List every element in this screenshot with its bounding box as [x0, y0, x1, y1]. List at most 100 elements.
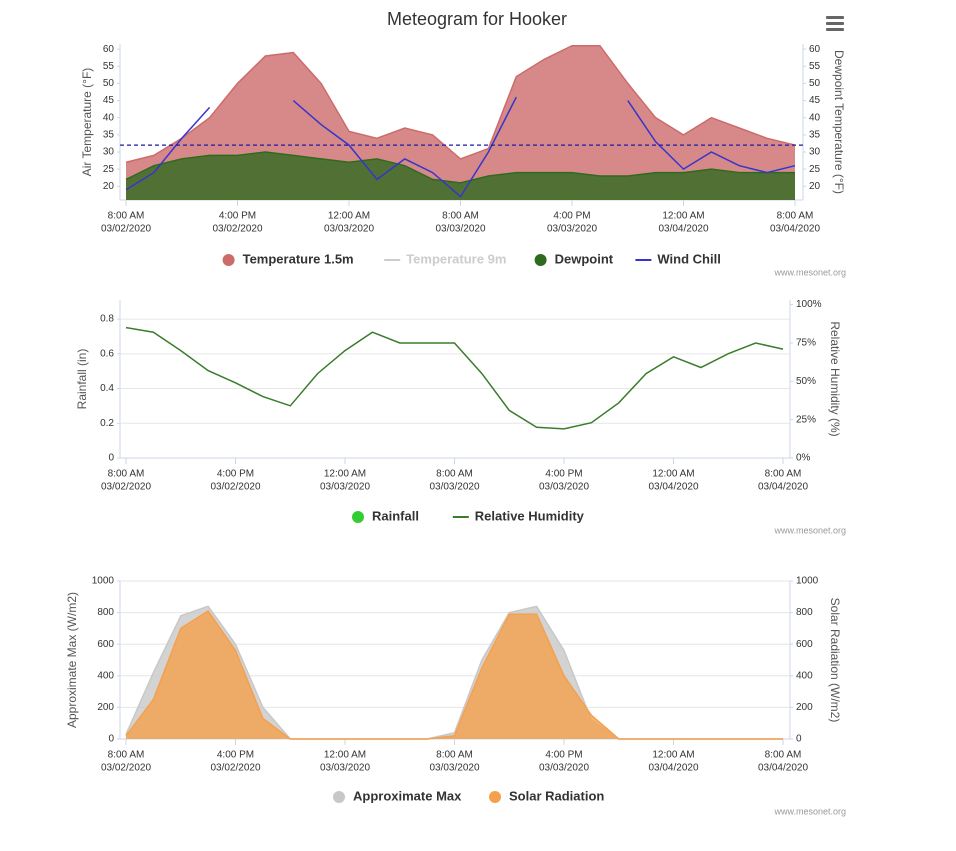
- y-tick-label: 20: [103, 181, 115, 192]
- x-tick-time: 8:00 AM: [777, 211, 814, 222]
- credits: www.mesonet.org: [773, 806, 846, 816]
- x-tick-date: 03/04/2020: [758, 763, 808, 774]
- x-tick-time: 12:00 AM: [328, 211, 370, 222]
- x-tick-time: 8:00 AM: [108, 750, 145, 761]
- credits: www.mesonet.org: [773, 525, 846, 535]
- y-tick-label: 200: [97, 702, 114, 713]
- y-tick-label: 0.4: [100, 383, 114, 394]
- y-tick-label: 35: [103, 129, 115, 140]
- legend-label: Rainfall: [372, 508, 419, 523]
- y-tick-label: 25: [103, 164, 115, 175]
- y-tick-label: 50: [809, 78, 821, 89]
- y-tick-label: 35: [809, 129, 821, 140]
- legend-symbol: [352, 511, 364, 523]
- x-tick-date: 03/02/2020: [101, 224, 151, 235]
- series-line: [125, 151, 795, 184]
- y-tick-label: 30: [103, 147, 115, 158]
- x-tick-date: 03/03/2020: [429, 763, 479, 774]
- x-tick-time: 8:00 AM: [436, 469, 473, 480]
- legend-label: Dewpoint: [555, 251, 614, 266]
- y-tick-label: 600: [796, 639, 813, 650]
- x-tick-date: 03/02/2020: [101, 763, 151, 774]
- x-tick-date: 03/02/2020: [210, 763, 260, 774]
- x-tick-date: 03/03/2020: [539, 482, 589, 493]
- series-line: [125, 326, 784, 430]
- credits: www.mesonet.org: [773, 267, 846, 277]
- y2-axis-title: Relative Humidity (%): [828, 321, 842, 436]
- y-tick-label: 0: [796, 734, 802, 745]
- y-tick-label: 0: [108, 734, 114, 745]
- y-tick-label: 40: [103, 112, 115, 123]
- x-tick-time: 4:00 PM: [553, 211, 590, 222]
- y-tick-label: 1000: [92, 576, 115, 587]
- y-tick-label: 30: [809, 147, 821, 158]
- legend-label: Wind Chill: [657, 251, 720, 266]
- series-line: [125, 96, 796, 198]
- x-tick-time: 12:00 AM: [324, 750, 366, 761]
- y-tick-label: 0: [108, 453, 114, 464]
- y-tick-label: 800: [97, 607, 114, 618]
- x-tick-date: 03/04/2020: [758, 482, 808, 493]
- series-line: [125, 44, 796, 164]
- series-area: [126, 152, 795, 200]
- y-tick-label: 60: [809, 44, 821, 55]
- series-area: [126, 611, 783, 739]
- x-tick-date: 03/04/2020: [770, 224, 820, 235]
- y-tick-label: 800: [796, 607, 813, 618]
- x-tick-date: 03/03/2020: [320, 763, 370, 774]
- x-tick-date: 03/03/2020: [429, 482, 479, 493]
- y-tick-label: 75%: [796, 338, 816, 349]
- x-tick-date: 03/04/2020: [658, 224, 708, 235]
- x-tick-time: 8:00 AM: [108, 211, 145, 222]
- x-tick-date: 03/02/2020: [212, 224, 262, 235]
- menu-button[interactable]: [826, 16, 844, 31]
- y-tick-label: 25%: [796, 414, 816, 425]
- y-tick-label: 0%: [796, 453, 811, 464]
- y-tick-label: 400: [97, 670, 114, 681]
- x-tick-time: 4:00 PM: [217, 750, 254, 761]
- legend-label: Solar Radiation: [509, 788, 604, 803]
- y-tick-label: 45: [809, 95, 821, 106]
- legend-symbol: [489, 791, 501, 803]
- menu-bar[interactable]: [826, 22, 844, 25]
- x-tick-date: 03/04/2020: [648, 763, 698, 774]
- x-tick-time: 12:00 AM: [662, 211, 704, 222]
- y2-axis-title: Dewpoint Temperature (°F): [832, 50, 846, 194]
- x-tick-time: 4:00 PM: [545, 750, 582, 761]
- legend-label: Temperature 9m: [406, 251, 506, 266]
- y-tick-label: 50%: [796, 376, 816, 387]
- y-tick-label: 0.8: [100, 314, 114, 325]
- y-tick-label: 25: [809, 164, 821, 175]
- y-tick-label: 40: [809, 112, 821, 123]
- y-tick-label: 60: [103, 44, 115, 55]
- x-tick-date: 03/03/2020: [324, 224, 374, 235]
- x-tick-date: 03/03/2020: [435, 224, 485, 235]
- y-tick-label: 55: [103, 61, 115, 72]
- legend-symbol: [222, 254, 235, 266]
- y-tick-label: 0.6: [100, 348, 114, 359]
- legend-label: Temperature 1.5m: [243, 251, 354, 266]
- legend-label: Relative Humidity: [475, 508, 585, 523]
- x-tick-time: 8:00 AM: [442, 211, 479, 222]
- y-tick-label: 20: [809, 181, 821, 192]
- y-tick-label: 45: [103, 95, 115, 106]
- menu-bar[interactable]: [826, 28, 844, 31]
- x-tick-time: 4:00 PM: [545, 469, 582, 480]
- x-tick-time: 12:00 AM: [652, 469, 694, 480]
- y-tick-label: 200: [796, 702, 813, 713]
- y-tick-label: 100%: [796, 299, 822, 310]
- y-axis-title: Approximate Max (W/m2): [65, 592, 79, 728]
- y-tick-label: 400: [796, 670, 813, 681]
- y-tick-label: 50: [103, 78, 115, 89]
- x-tick-time: 8:00 AM: [108, 469, 145, 480]
- x-tick-time: 8:00 AM: [765, 750, 802, 761]
- x-tick-time: 4:00 PM: [217, 469, 254, 480]
- y-axis-title: Air Temperature (°F): [80, 68, 94, 177]
- y-tick-label: 55: [809, 61, 821, 72]
- menu-bar[interactable]: [826, 16, 844, 19]
- y-tick-label: 0.2: [100, 418, 114, 429]
- series-line: [125, 609, 783, 740]
- x-tick-date: 03/02/2020: [101, 482, 151, 493]
- legend-symbol: [333, 791, 345, 803]
